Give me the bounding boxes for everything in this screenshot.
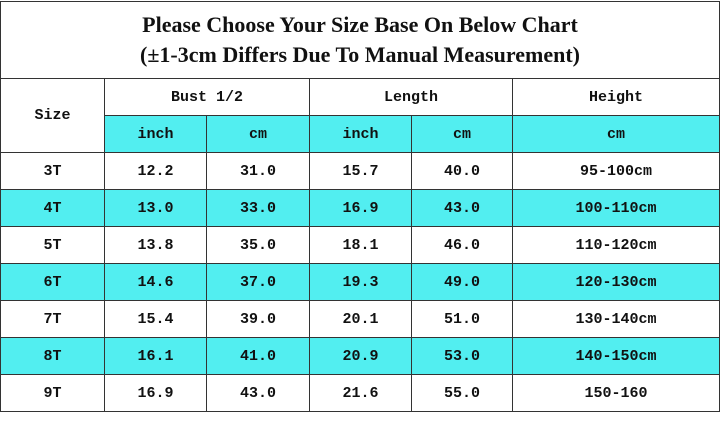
size-chart: Please Choose Your Size Base On Below Ch…: [0, 1, 720, 412]
value-cell: 31.0: [206, 152, 310, 190]
title-line: Please Choose Your Size Base On Below Ch…: [142, 12, 578, 37]
value-cell: 21.6: [309, 374, 412, 412]
value-cell: 16.1: [104, 337, 207, 375]
unit-header: cm: [512, 115, 720, 153]
value-cell: 35.0: [206, 226, 310, 264]
group-header: Bust 1/2: [104, 78, 310, 116]
value-cell: 13.8: [104, 226, 207, 264]
size-cell: 5T: [0, 226, 105, 264]
value-cell: 33.0: [206, 189, 310, 227]
value-cell: 41.0: [206, 337, 310, 375]
value-cell: 55.0: [411, 374, 513, 412]
unit-row: inch cm inch cm cm: [1, 115, 720, 153]
data-row: 6T 14.6 37.0 19.3 49.0 120-130cm: [0, 263, 720, 301]
data-row: 5T 13.8 35.0 18.1 46.0 110-120cm: [0, 226, 720, 264]
unit-header: inch: [104, 115, 207, 153]
unit-header: cm: [206, 115, 310, 153]
value-cell: 15.7: [309, 152, 412, 190]
value-cell: 95-100cm: [512, 152, 720, 190]
value-cell: 40.0: [411, 152, 513, 190]
value-cell: 51.0: [411, 300, 513, 338]
size-cell: 7T: [0, 300, 105, 338]
value-cell: 19.3: [309, 263, 412, 301]
value-cell: 16.9: [309, 189, 412, 227]
data-row: 8T 16.1 41.0 20.9 53.0 140-150cm: [0, 337, 720, 375]
value-cell: 39.0: [206, 300, 310, 338]
data-row: 4T 13.0 33.0 16.9 43.0 100-110cm: [0, 189, 720, 227]
group-header: Height: [512, 78, 720, 116]
title-cell: Please Choose Your Size Base On Below Ch…: [0, 1, 720, 79]
unit-header: inch: [309, 115, 412, 153]
data-row: 3T 12.2 31.0 15.7 40.0 95-100cm: [0, 152, 720, 190]
size-cell: 8T: [0, 337, 105, 375]
size-header: Size: [0, 78, 105, 153]
group-header: Length: [309, 78, 513, 116]
value-cell: 43.0: [411, 189, 513, 227]
value-cell: 120-130cm: [512, 263, 720, 301]
header-row: Size Bust 1/2 Length Height: [0, 78, 720, 153]
value-cell: 18.1: [309, 226, 412, 264]
value-cell: 110-120cm: [512, 226, 720, 264]
data-row: 7T 15.4 39.0 20.1 51.0 130-140cm: [0, 300, 720, 338]
size-cell: 4T: [0, 189, 105, 227]
title-line: (±1-3cm Differs Due To Manual Measuremen…: [140, 42, 580, 67]
value-cell: 49.0: [411, 263, 513, 301]
value-cell: 140-150cm: [512, 337, 720, 375]
title-row: Please Choose Your Size Base On Below Ch…: [0, 1, 720, 79]
value-cell: 150-160: [512, 374, 720, 412]
value-cell: 43.0: [206, 374, 310, 412]
size-cell: 9T: [0, 374, 105, 412]
size-cell: 3T: [0, 152, 105, 190]
value-cell: 37.0: [206, 263, 310, 301]
value-cell: 46.0: [411, 226, 513, 264]
value-cell: 15.4: [104, 300, 207, 338]
value-cell: 12.2: [104, 152, 207, 190]
value-cell: 20.1: [309, 300, 412, 338]
value-cell: 13.0: [104, 189, 207, 227]
data-row: 9T 16.9 43.0 21.6 55.0 150-160: [0, 374, 720, 412]
value-cell: 14.6: [104, 263, 207, 301]
value-cell: 130-140cm: [512, 300, 720, 338]
value-cell: 53.0: [411, 337, 513, 375]
unit-header: cm: [411, 115, 513, 153]
value-cell: 20.9: [309, 337, 412, 375]
value-cell: 100-110cm: [512, 189, 720, 227]
size-cell: 6T: [0, 263, 105, 301]
value-cell: 16.9: [104, 374, 207, 412]
